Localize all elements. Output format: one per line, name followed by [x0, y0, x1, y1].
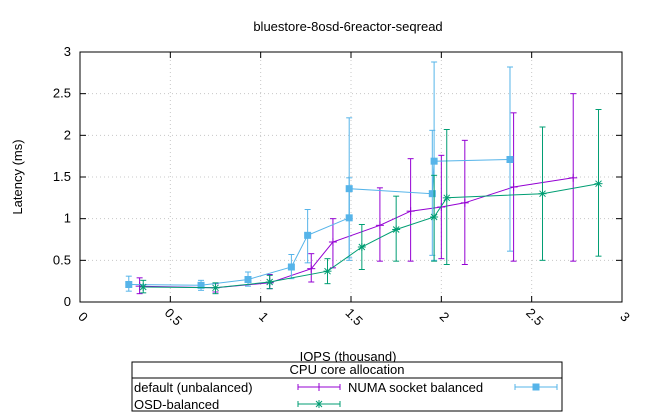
y-tick-label: 1.5 — [53, 169, 71, 184]
marker-plus — [315, 383, 323, 391]
legend-box — [131, 361, 563, 412]
chart-title: bluestore-8osd-6reactor-seqread — [253, 19, 442, 34]
x-tick-label: 3 — [617, 309, 633, 325]
marker-star — [538, 189, 547, 198]
marker-star — [594, 179, 603, 188]
series-line — [128, 159, 511, 286]
marker-square — [304, 231, 312, 239]
x-axis-label: IOPS (thousand) — [300, 349, 397, 364]
marker-star — [211, 283, 220, 292]
marker-square — [125, 281, 133, 288]
series-line — [139, 177, 574, 289]
marker-square — [428, 190, 436, 198]
y-tick-label: 1 — [64, 211, 71, 226]
series — [125, 61, 603, 295]
y-tick-label: 0 — [64, 294, 71, 309]
x-tick-label: 2.5 — [523, 305, 546, 328]
marker-stroke — [430, 213, 438, 221]
marker-stroke — [443, 194, 451, 202]
series-1 — [125, 61, 514, 292]
y-axis-label: Latency (ms) — [10, 139, 25, 214]
legend-item: NUMA socket balanced — [348, 380, 558, 395]
series-line — [143, 183, 599, 289]
grid — [80, 52, 622, 302]
marker-square — [197, 281, 205, 289]
marker-stroke — [358, 243, 366, 251]
y-tick-label: 3 — [64, 44, 71, 59]
marker-plus — [509, 183, 518, 191]
x-tick-label: 2 — [437, 309, 453, 325]
marker-plus — [375, 221, 384, 230]
marker-plus — [437, 203, 446, 211]
x-tick-label: 1 — [256, 309, 272, 325]
y-tick-label: 2 — [64, 127, 71, 142]
marker-star — [392, 225, 401, 234]
marker-stroke — [595, 180, 602, 188]
marker-square — [532, 383, 540, 391]
marker-star — [442, 193, 451, 202]
x-tick-label: 0 — [75, 309, 91, 325]
marker-plus — [328, 238, 337, 246]
marker-plus — [569, 173, 578, 182]
series-0 — [135, 93, 578, 295]
x-tick-label: 0.5 — [162, 305, 185, 328]
marker-square — [287, 263, 295, 271]
legend: CPU core allocation default (unbalanced)… — [131, 361, 563, 412]
marker-square — [244, 276, 252, 283]
marker-stroke — [539, 190, 546, 198]
marker-stroke — [266, 278, 274, 286]
marker-star — [315, 400, 323, 408]
legend-item: default (unbalanced) — [134, 380, 341, 395]
legend-title: CPU core allocation — [290, 362, 405, 377]
marker-square — [506, 156, 514, 163]
marker-star — [430, 213, 439, 221]
marker-square — [430, 157, 438, 165]
legend-label: NUMA socket balanced — [348, 380, 483, 395]
marker-star — [265, 278, 274, 286]
legend-label: OSD-balanced — [134, 397, 219, 412]
marker-stroke — [139, 283, 147, 291]
marker-star — [139, 283, 148, 291]
legend-label: default (unbalanced) — [134, 380, 253, 395]
series-2 — [139, 109, 603, 295]
marker-star — [323, 267, 332, 276]
marker-stroke — [315, 400, 323, 408]
marker-stroke — [392, 226, 400, 233]
marker-stroke — [324, 267, 331, 275]
marker-stroke — [212, 284, 219, 292]
x-tick-label: 1.5 — [342, 305, 365, 328]
marker-plus — [307, 264, 316, 273]
y-tick-label: 2.5 — [53, 86, 71, 101]
marker-star — [357, 243, 366, 251]
marker-plus — [406, 207, 415, 216]
y-tick-label: 0.5 — [53, 252, 71, 267]
legend-item: OSD-balanced — [134, 397, 341, 412]
marker-plus — [460, 198, 469, 207]
marker-square — [345, 185, 353, 193]
